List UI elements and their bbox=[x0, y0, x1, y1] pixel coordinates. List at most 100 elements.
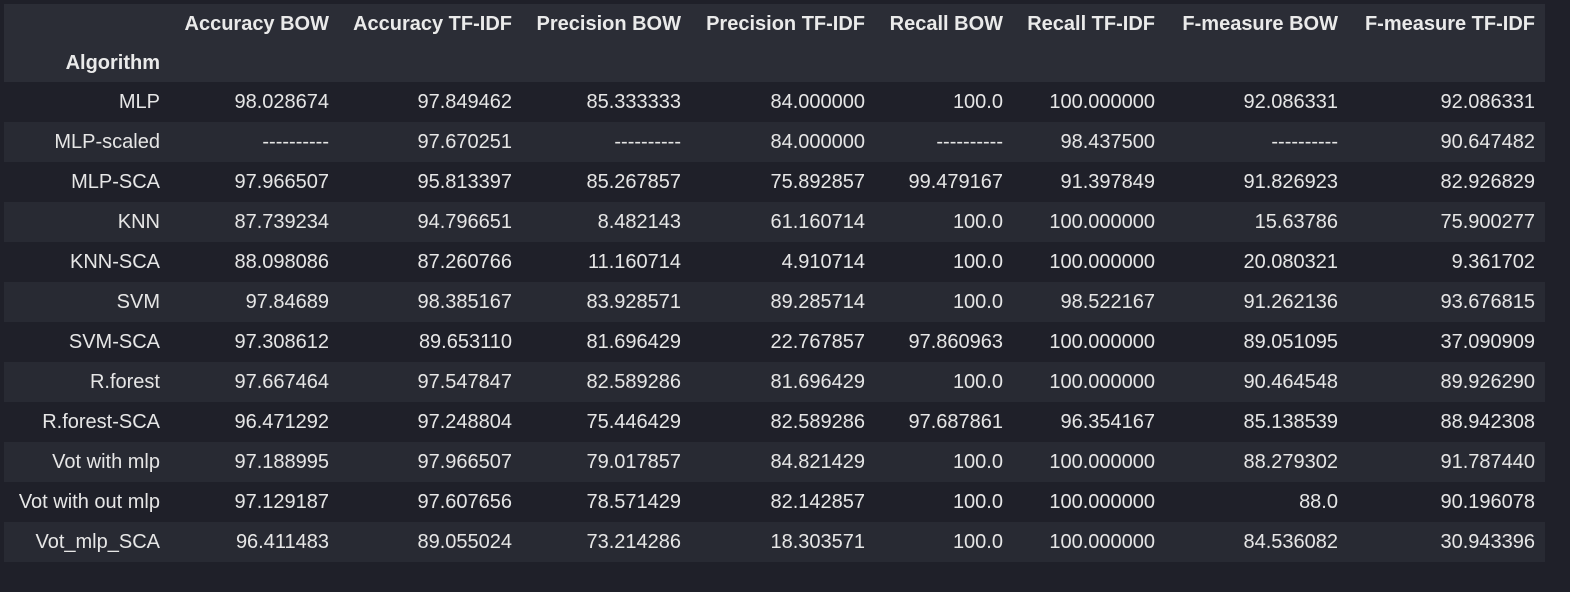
table-cell: 84.000000 bbox=[691, 82, 875, 122]
table-cell: 100.0 bbox=[875, 482, 1013, 522]
table-cell: 88.098086 bbox=[170, 242, 339, 282]
table-cell: 100.0 bbox=[875, 522, 1013, 562]
table-cell: 96.354167 bbox=[1013, 402, 1165, 442]
table-row: R.forest-SCA 96.471292 97.248804 75.4464… bbox=[4, 402, 1545, 442]
table-row: Vot_mlp_SCA 96.411483 89.055024 73.21428… bbox=[4, 522, 1545, 562]
index-name: Algorithm bbox=[4, 44, 170, 82]
empty-header-cell bbox=[875, 44, 1013, 82]
table-row: Vot with out mlp 97.129187 97.607656 78.… bbox=[4, 482, 1545, 522]
table-cell: ---------- bbox=[875, 122, 1013, 162]
empty-header-cell bbox=[1013, 44, 1165, 82]
table-cell: 97.607656 bbox=[339, 482, 522, 522]
table-cell: 61.160714 bbox=[691, 202, 875, 242]
table-cell: 96.471292 bbox=[170, 402, 339, 442]
column-header: Recall BOW bbox=[875, 4, 1013, 44]
table-cell: 78.571429 bbox=[522, 482, 691, 522]
empty-header-cell bbox=[522, 44, 691, 82]
table-row: SVM-SCA 97.308612 89.653110 81.696429 22… bbox=[4, 322, 1545, 362]
table-cell: 91.787440 bbox=[1348, 442, 1545, 482]
table-cell: 81.696429 bbox=[691, 362, 875, 402]
table-cell: 94.796651 bbox=[339, 202, 522, 242]
dataframe-output: Accuracy BOW Accuracy TF-IDF Precision B… bbox=[4, 4, 1545, 562]
table-cell: 100.000000 bbox=[1013, 362, 1165, 402]
table-cell: 98.385167 bbox=[339, 282, 522, 322]
row-label: MLP bbox=[4, 82, 170, 122]
table-cell: 97.670251 bbox=[339, 122, 522, 162]
table-cell: 100.000000 bbox=[1013, 442, 1165, 482]
table-cell: 75.892857 bbox=[691, 162, 875, 202]
results-table: Accuracy BOW Accuracy TF-IDF Precision B… bbox=[4, 4, 1545, 562]
table-cell: ---------- bbox=[522, 122, 691, 162]
table-cell: 91.826923 bbox=[1165, 162, 1348, 202]
table-cell: 97.308612 bbox=[170, 322, 339, 362]
table-row: KNN-SCA 88.098086 87.260766 11.160714 4.… bbox=[4, 242, 1545, 282]
table-cell: 97.849462 bbox=[339, 82, 522, 122]
table-cell: 82.142857 bbox=[691, 482, 875, 522]
table-cell: 93.676815 bbox=[1348, 282, 1545, 322]
table-cell: 4.910714 bbox=[691, 242, 875, 282]
table-cell: 30.943396 bbox=[1348, 522, 1545, 562]
row-label: KNN-SCA bbox=[4, 242, 170, 282]
table-cell: 8.482143 bbox=[522, 202, 691, 242]
empty-header-cell bbox=[1348, 44, 1545, 82]
table-row: MLP-SCA 97.966507 95.813397 85.267857 75… bbox=[4, 162, 1545, 202]
table-cell: 97.966507 bbox=[339, 442, 522, 482]
row-label: MLP-SCA bbox=[4, 162, 170, 202]
table-row: Vot with mlp 97.188995 97.966507 79.0178… bbox=[4, 442, 1545, 482]
table-cell: 88.0 bbox=[1165, 482, 1348, 522]
table-cell: 90.464548 bbox=[1165, 362, 1348, 402]
table-cell: 100.0 bbox=[875, 282, 1013, 322]
table-cell: 100.000000 bbox=[1013, 82, 1165, 122]
table-cell: 100.0 bbox=[875, 442, 1013, 482]
table-row: MLP 98.028674 97.849462 85.333333 84.000… bbox=[4, 82, 1545, 122]
table-cell: 85.267857 bbox=[522, 162, 691, 202]
row-label: Vot with out mlp bbox=[4, 482, 170, 522]
table-cell: 75.900277 bbox=[1348, 202, 1545, 242]
table-cell: 99.479167 bbox=[875, 162, 1013, 202]
table-cell: 84.821429 bbox=[691, 442, 875, 482]
row-label: KNN bbox=[4, 202, 170, 242]
table-cell: 92.086331 bbox=[1165, 82, 1348, 122]
table-cell: 97.248804 bbox=[339, 402, 522, 442]
column-header-row: Accuracy BOW Accuracy TF-IDF Precision B… bbox=[4, 4, 1545, 44]
table-cell: 22.767857 bbox=[691, 322, 875, 362]
table-cell: 97.687861 bbox=[875, 402, 1013, 442]
table-cell: 15.63786 bbox=[1165, 202, 1348, 242]
table-cell: 89.926290 bbox=[1348, 362, 1545, 402]
table-cell: 85.333333 bbox=[522, 82, 691, 122]
table-cell: 11.160714 bbox=[522, 242, 691, 282]
column-header: Accuracy BOW bbox=[170, 4, 339, 44]
table-cell: 84.536082 bbox=[1165, 522, 1348, 562]
table-header: Accuracy BOW Accuracy TF-IDF Precision B… bbox=[4, 4, 1545, 82]
table-row: KNN 87.739234 94.796651 8.482143 61.1607… bbox=[4, 202, 1545, 242]
table-cell: 97.667464 bbox=[170, 362, 339, 402]
row-label: SVM bbox=[4, 282, 170, 322]
table-cell: 100.000000 bbox=[1013, 482, 1165, 522]
table-cell: 100.000000 bbox=[1013, 242, 1165, 282]
index-corner-cell bbox=[4, 4, 170, 44]
table-cell: 83.928571 bbox=[522, 282, 691, 322]
table-cell: 79.017857 bbox=[522, 442, 691, 482]
table-cell: 91.397849 bbox=[1013, 162, 1165, 202]
table-cell: 100.000000 bbox=[1013, 522, 1165, 562]
table-cell: 98.437500 bbox=[1013, 122, 1165, 162]
table-cell: 89.051095 bbox=[1165, 322, 1348, 362]
row-label: Vot with mlp bbox=[4, 442, 170, 482]
table-cell: 100.0 bbox=[875, 202, 1013, 242]
table-cell: 81.696429 bbox=[522, 322, 691, 362]
table-cell: 97.129187 bbox=[170, 482, 339, 522]
row-label: SVM-SCA bbox=[4, 322, 170, 362]
table-cell: ---------- bbox=[1165, 122, 1348, 162]
table-cell: 97.84689 bbox=[170, 282, 339, 322]
column-header: Accuracy TF-IDF bbox=[339, 4, 522, 44]
table-cell: 100.000000 bbox=[1013, 202, 1165, 242]
empty-header-cell bbox=[339, 44, 522, 82]
table-cell: 97.188995 bbox=[170, 442, 339, 482]
table-cell: 84.000000 bbox=[691, 122, 875, 162]
row-label: Vot_mlp_SCA bbox=[4, 522, 170, 562]
table-cell: 82.926829 bbox=[1348, 162, 1545, 202]
table-cell: 73.214286 bbox=[522, 522, 691, 562]
table-cell: 100.0 bbox=[875, 82, 1013, 122]
table-cell: 89.055024 bbox=[339, 522, 522, 562]
table-cell: 89.653110 bbox=[339, 322, 522, 362]
